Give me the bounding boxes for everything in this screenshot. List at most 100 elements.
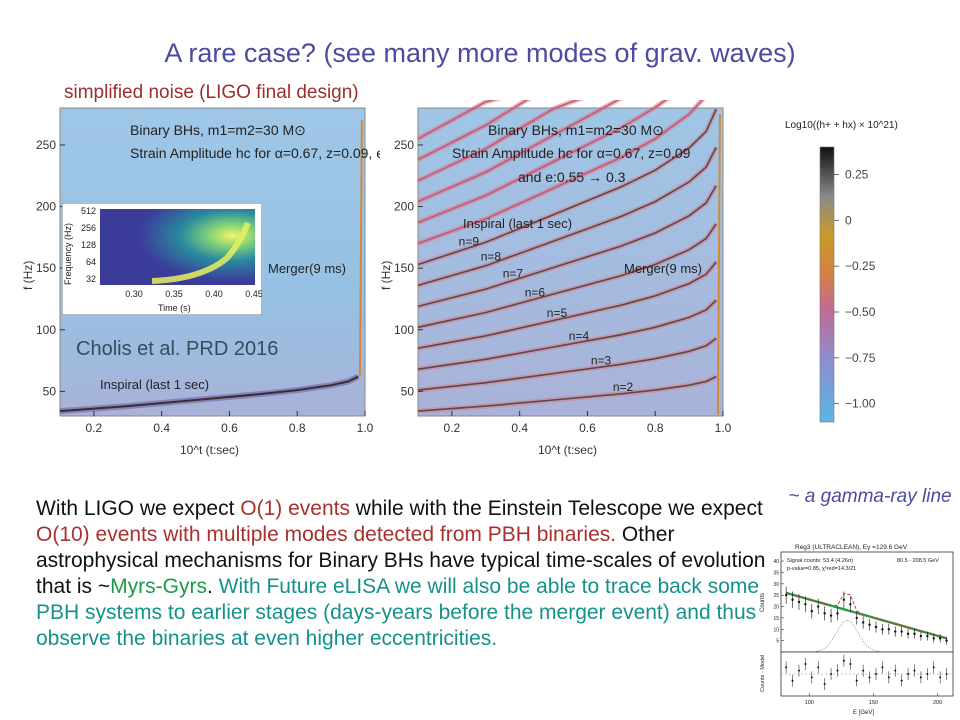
inset-y-tick: 128 xyxy=(81,240,96,250)
chart-subtitle: Strain Amplitude hc for α=0.67, z=0.09 xyxy=(452,145,691,161)
x-tick-label: 1.0 xyxy=(715,421,732,435)
gamma-y-tick-label: 10 xyxy=(773,627,779,633)
y-tick-label: 50 xyxy=(401,384,415,398)
gamma-data-point xyxy=(894,630,897,633)
colorbar-tick-label: 0 xyxy=(845,213,852,227)
gamma-residual-point xyxy=(913,669,916,672)
gamma-residual-point xyxy=(830,673,833,675)
annotation-merger: Merger(9 ms) xyxy=(268,261,346,276)
gamma-data-point xyxy=(855,616,858,620)
inset-x-tick: 0.30 xyxy=(125,289,143,299)
gamma-y-tick-label: 20 xyxy=(773,605,779,611)
chart-subtitle: Strain Amplitude hc for α=0.67, z=0.09, … xyxy=(130,145,380,161)
gamma-data-point xyxy=(849,603,852,606)
gamma-residual-point xyxy=(894,669,897,672)
mode-track xyxy=(417,100,620,203)
colorbar-tick-label: −1.00 xyxy=(845,397,876,411)
inset-y-tick: 64 xyxy=(86,257,96,267)
gamma-y-tick-label: 5 xyxy=(776,639,779,645)
y-tick-label: 200 xyxy=(36,200,56,214)
gamma-residual-point xyxy=(810,676,813,679)
gamma-legend-2: p-value=0.85, χ²red=14.3/21 xyxy=(787,566,856,572)
x-tick-label: 0.8 xyxy=(289,421,306,435)
inset-y-tick: 32 xyxy=(86,274,96,284)
mode-label: n=5 xyxy=(547,306,568,320)
gamma-data-point xyxy=(906,632,910,636)
para-text-3: Other astrophysical mechanisms for Binar… xyxy=(36,523,766,598)
gamma-data-point xyxy=(829,614,833,617)
gamma-residual-point xyxy=(881,666,884,669)
para-text-1: With LIGO we expect xyxy=(36,497,241,520)
mode-track xyxy=(417,337,717,391)
para-text-4: . xyxy=(206,575,219,598)
gamma-y-tick-label: 35 xyxy=(773,570,779,576)
gamma-x-tick-label: 200 xyxy=(933,700,942,706)
annotation-inspiral: Inspiral (last 1 sec) xyxy=(463,216,572,231)
chart-title: Binary BHs, m1=m2=30 M⊙ xyxy=(130,122,306,138)
inset-x-tick: 0.35 xyxy=(165,289,183,299)
annotation-inspiral: Inspiral (last 1 sec) xyxy=(100,377,209,392)
gamma-residual-point xyxy=(874,673,877,675)
gamma-y-tick-label: 25 xyxy=(773,593,779,599)
inset-y-label: Frequency (Hz) xyxy=(63,223,73,285)
gamma-y-label-bottom: Counts - Model xyxy=(760,655,766,692)
y-axis-label: f (Hz) xyxy=(379,261,393,290)
gamma-residual-point xyxy=(849,663,852,665)
x-axis-label: 10^t (t:sec) xyxy=(538,443,597,457)
gamma-legend-1: Signal counts: 53.4 (4.26σ) xyxy=(787,558,853,564)
gamma-x-tick-label: 100 xyxy=(805,700,814,706)
y-tick-label: 100 xyxy=(394,323,414,337)
mode-label: n=4 xyxy=(569,329,590,343)
gamma-legend-3: 80.5 - 208.5 GeV xyxy=(897,558,939,564)
inspiral-track xyxy=(59,375,359,413)
chart-subtitle-2: and e:0.55 → 0.3 xyxy=(518,169,626,185)
gamma-residual-point xyxy=(797,669,800,672)
gamma-residual-point xyxy=(791,679,794,682)
y-axis-label: f (Hz) xyxy=(21,261,35,290)
inset-x-label: Time (s) xyxy=(158,303,191,313)
mode-label: n=6 xyxy=(525,285,546,299)
gamma-y-label-top: Counts xyxy=(760,593,766,612)
gamma-model-total xyxy=(785,592,947,639)
gamma-data-point xyxy=(868,623,871,626)
mode-track xyxy=(417,375,717,412)
annotation-merger: Merger(9 ms) xyxy=(624,261,702,276)
y-tick-label: 250 xyxy=(36,138,56,152)
gamma-data-point xyxy=(836,612,839,615)
gamma-residual-point xyxy=(868,676,871,679)
x-tick-label: 0.6 xyxy=(579,421,596,435)
para-highlight-et: O(10) events with multiple modes detecte… xyxy=(36,523,617,546)
mode-track xyxy=(417,108,717,266)
mode-label: n=3 xyxy=(591,354,612,368)
gamma-data-point xyxy=(887,628,891,631)
inset-spectrogram: 0.30 0.35 0.40 0.45 32 64 128 256 512 Time (s) F… xyxy=(62,203,262,315)
gamma-residual-point xyxy=(842,659,845,662)
y-tick-label: 250 xyxy=(394,138,414,152)
gamma-line-signal xyxy=(809,619,892,653)
gamma-residual-point xyxy=(817,666,820,669)
mode-track xyxy=(417,223,717,329)
gamma-residual-point xyxy=(900,679,903,682)
gamma-ray-chart: Reg3 (ULTRACLEAN), Eγ =129.6 GeV Signal … xyxy=(760,544,954,716)
noise-label: simplified noise (LIGO final design) xyxy=(64,82,359,103)
gamma-data-point xyxy=(842,598,846,601)
gamma-y-tick-label: 15 xyxy=(773,616,779,622)
mode-label: n=2 xyxy=(613,380,634,394)
mode-label: n=8 xyxy=(481,250,502,264)
merger-chirp xyxy=(358,120,363,377)
mode-track xyxy=(417,299,717,370)
gamma-data-point xyxy=(797,600,801,604)
inset-heatmap xyxy=(100,209,255,285)
inset-x-tick: 0.40 xyxy=(205,289,223,299)
x-tick-label: 0.2 xyxy=(86,421,103,435)
mode-track xyxy=(417,147,717,287)
gamma-data-point xyxy=(919,634,923,638)
colorbar-label: Log10((h+ + hx) × 10^21) xyxy=(785,120,898,131)
gamma-residual-point xyxy=(804,663,807,665)
gamma-data-point xyxy=(823,612,826,615)
mode-track xyxy=(417,261,717,349)
colorbar-tick-label: −0.75 xyxy=(845,351,876,365)
x-tick-label: 0.6 xyxy=(221,421,238,435)
gamma-residual-point xyxy=(836,669,839,672)
mode-label: n=7 xyxy=(503,266,524,280)
